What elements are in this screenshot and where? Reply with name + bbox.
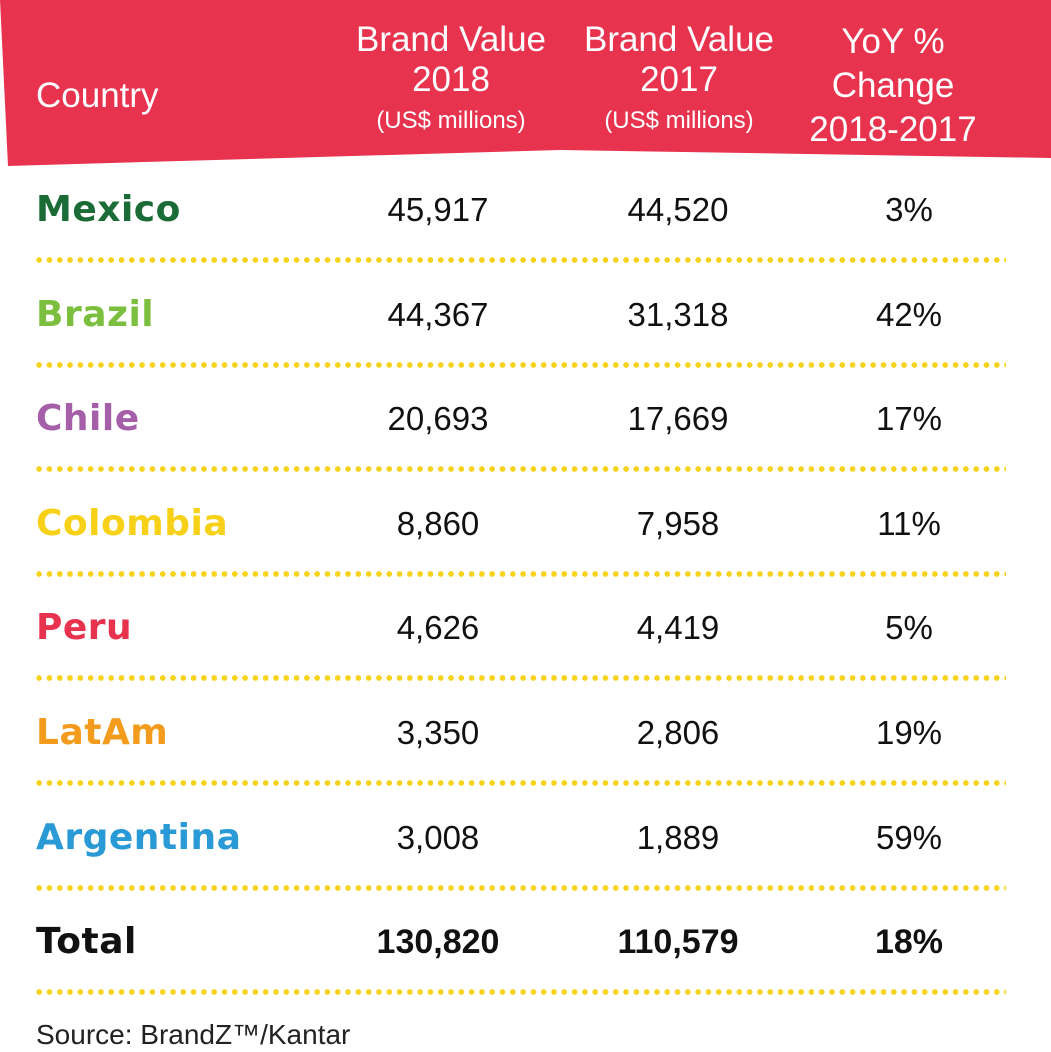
country-name: Total <box>36 921 137 963</box>
yoy-change: 18% <box>874 923 944 962</box>
row-separator <box>34 674 1006 683</box>
header-yoy-change: YoY % Change 2018-2017 <box>795 20 991 152</box>
row-separator <box>34 569 1006 578</box>
header-bv2018-year: 2018 <box>412 60 490 99</box>
header-bv2017-unit: (US$ millions) <box>604 107 754 134</box>
table-row: Chile 20,693 17,669 17% <box>0 369 1051 474</box>
header-yoy-line1: YoY % <box>841 22 945 61</box>
header-bv2017-label: Brand Value <box>583 20 775 59</box>
brand-value-2018: 45,917 <box>387 191 489 228</box>
country-name: Colombia <box>36 502 229 544</box>
header-brand-value-2017: Brand Value 2017 (US$ millions) <box>566 20 792 138</box>
table-row: Peru 4,626 4,419 5% <box>0 578 1051 683</box>
yoy-change: 3% <box>885 191 933 228</box>
country-name: Mexico <box>36 189 181 230</box>
header-bv2018-unit: (US$ millions) <box>376 107 526 134</box>
brand-value-2017: 4,419 <box>636 609 720 647</box>
brand-value-2017: 17,669 <box>627 400 729 438</box>
yoy-change: 5% <box>885 609 933 647</box>
row-separator <box>34 779 1006 787</box>
row-separator <box>34 988 1006 997</box>
row-separator <box>34 465 1006 474</box>
header-yoy-line3: 2018-2017 <box>809 110 977 149</box>
table-row: Brazil 44,367 31,318 42% <box>0 265 1051 369</box>
brand-value-2018: 130,820 <box>376 923 500 962</box>
header-brand-value-2018: Brand Value 2018 (US$ millions) <box>338 20 564 138</box>
row-separator <box>34 256 1006 264</box>
country-name: Chile <box>36 398 140 440</box>
brand-value-2018: 44,367 <box>387 295 489 333</box>
brand-value-2018: 3,008 <box>396 818 480 856</box>
yoy-change: 42% <box>875 295 943 333</box>
yoy-change: 59% <box>875 818 943 856</box>
table-row: Argentina 3,008 1,889 59% <box>0 788 1051 892</box>
brand-value-2017: 1,889 <box>636 818 720 856</box>
table-header: Country Brand Value 2018 (US$ millions) … <box>0 0 1051 172</box>
brand-value-2018: 3,350 <box>396 714 480 751</box>
source-note: Source: BrandZ™/Kantar <box>36 1019 351 1050</box>
header-bv2017-year: 2017 <box>640 60 718 99</box>
header-yoy-line2: Change <box>831 66 955 105</box>
row-separator <box>34 360 1006 369</box>
header-bv2018-label: Brand Value <box>355 20 547 59</box>
country-name: Argentina <box>36 816 242 858</box>
brand-value-2018: 20,693 <box>387 400 489 438</box>
brand-value-2018: 8,860 <box>396 504 480 542</box>
yoy-change: 19% <box>875 714 943 751</box>
country-name: Brazil <box>36 293 155 335</box>
row-separator <box>34 883 1006 892</box>
header-country: Country <box>36 76 159 115</box>
country-name: Peru <box>36 607 133 649</box>
table-row: LatAm 3,350 2,806 19% <box>0 683 1051 787</box>
brand-value-2017: 2,806 <box>636 714 720 751</box>
brand-value-2018: 4,626 <box>396 609 480 647</box>
brand-value-2017: 110,579 <box>617 923 739 962</box>
yoy-change: 11% <box>877 504 941 542</box>
brand-value-2017: 7,958 <box>636 504 720 542</box>
brand-value-2017: 31,318 <box>627 295 729 333</box>
brand-value-2017: 44,520 <box>627 191 729 228</box>
table-row: Colombia 8,860 7,958 11% <box>0 474 1051 578</box>
table-row-total: Total 130,820 110,579 18% <box>0 892 1051 997</box>
country-name: LatAm <box>36 712 169 753</box>
header-background <box>0 0 1051 166</box>
table-row: Mexico 45,917 44,520 3% <box>0 160 1051 264</box>
yoy-change: 17% <box>875 400 943 438</box>
